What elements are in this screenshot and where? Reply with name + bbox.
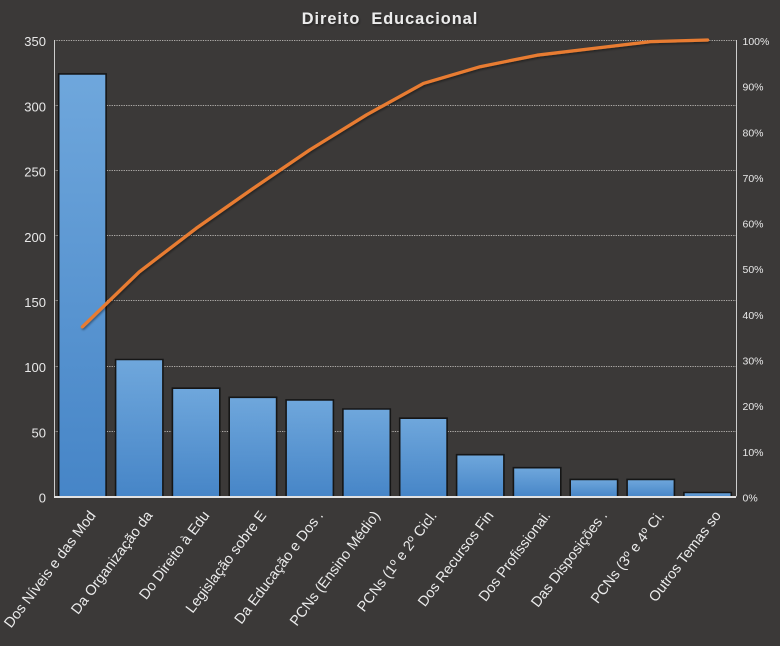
svg-text:80%: 80% [743,127,764,139]
svg-text:10%: 10% [743,447,764,459]
svg-text:50: 50 [32,425,46,440]
svg-text:40%: 40% [743,310,764,322]
svg-text:20%: 20% [743,401,764,413]
svg-text:200: 200 [24,230,46,245]
svg-text:350: 350 [24,34,46,49]
svg-text:0: 0 [39,491,46,506]
svg-text:300: 300 [24,99,46,114]
svg-text:100: 100 [24,360,46,375]
svg-text:30%: 30% [743,356,764,368]
svg-text:150: 150 [24,295,46,310]
svg-text:0%: 0% [743,492,758,504]
svg-text:50%: 50% [743,264,764,276]
svg-text:90%: 90% [743,82,764,94]
svg-text:Direito Educacional: Direito Educacional [302,10,479,28]
svg-text:100%: 100% [743,36,770,48]
svg-text:250: 250 [24,165,46,180]
svg-text:70%: 70% [743,173,764,185]
svg-text:60%: 60% [743,219,764,231]
